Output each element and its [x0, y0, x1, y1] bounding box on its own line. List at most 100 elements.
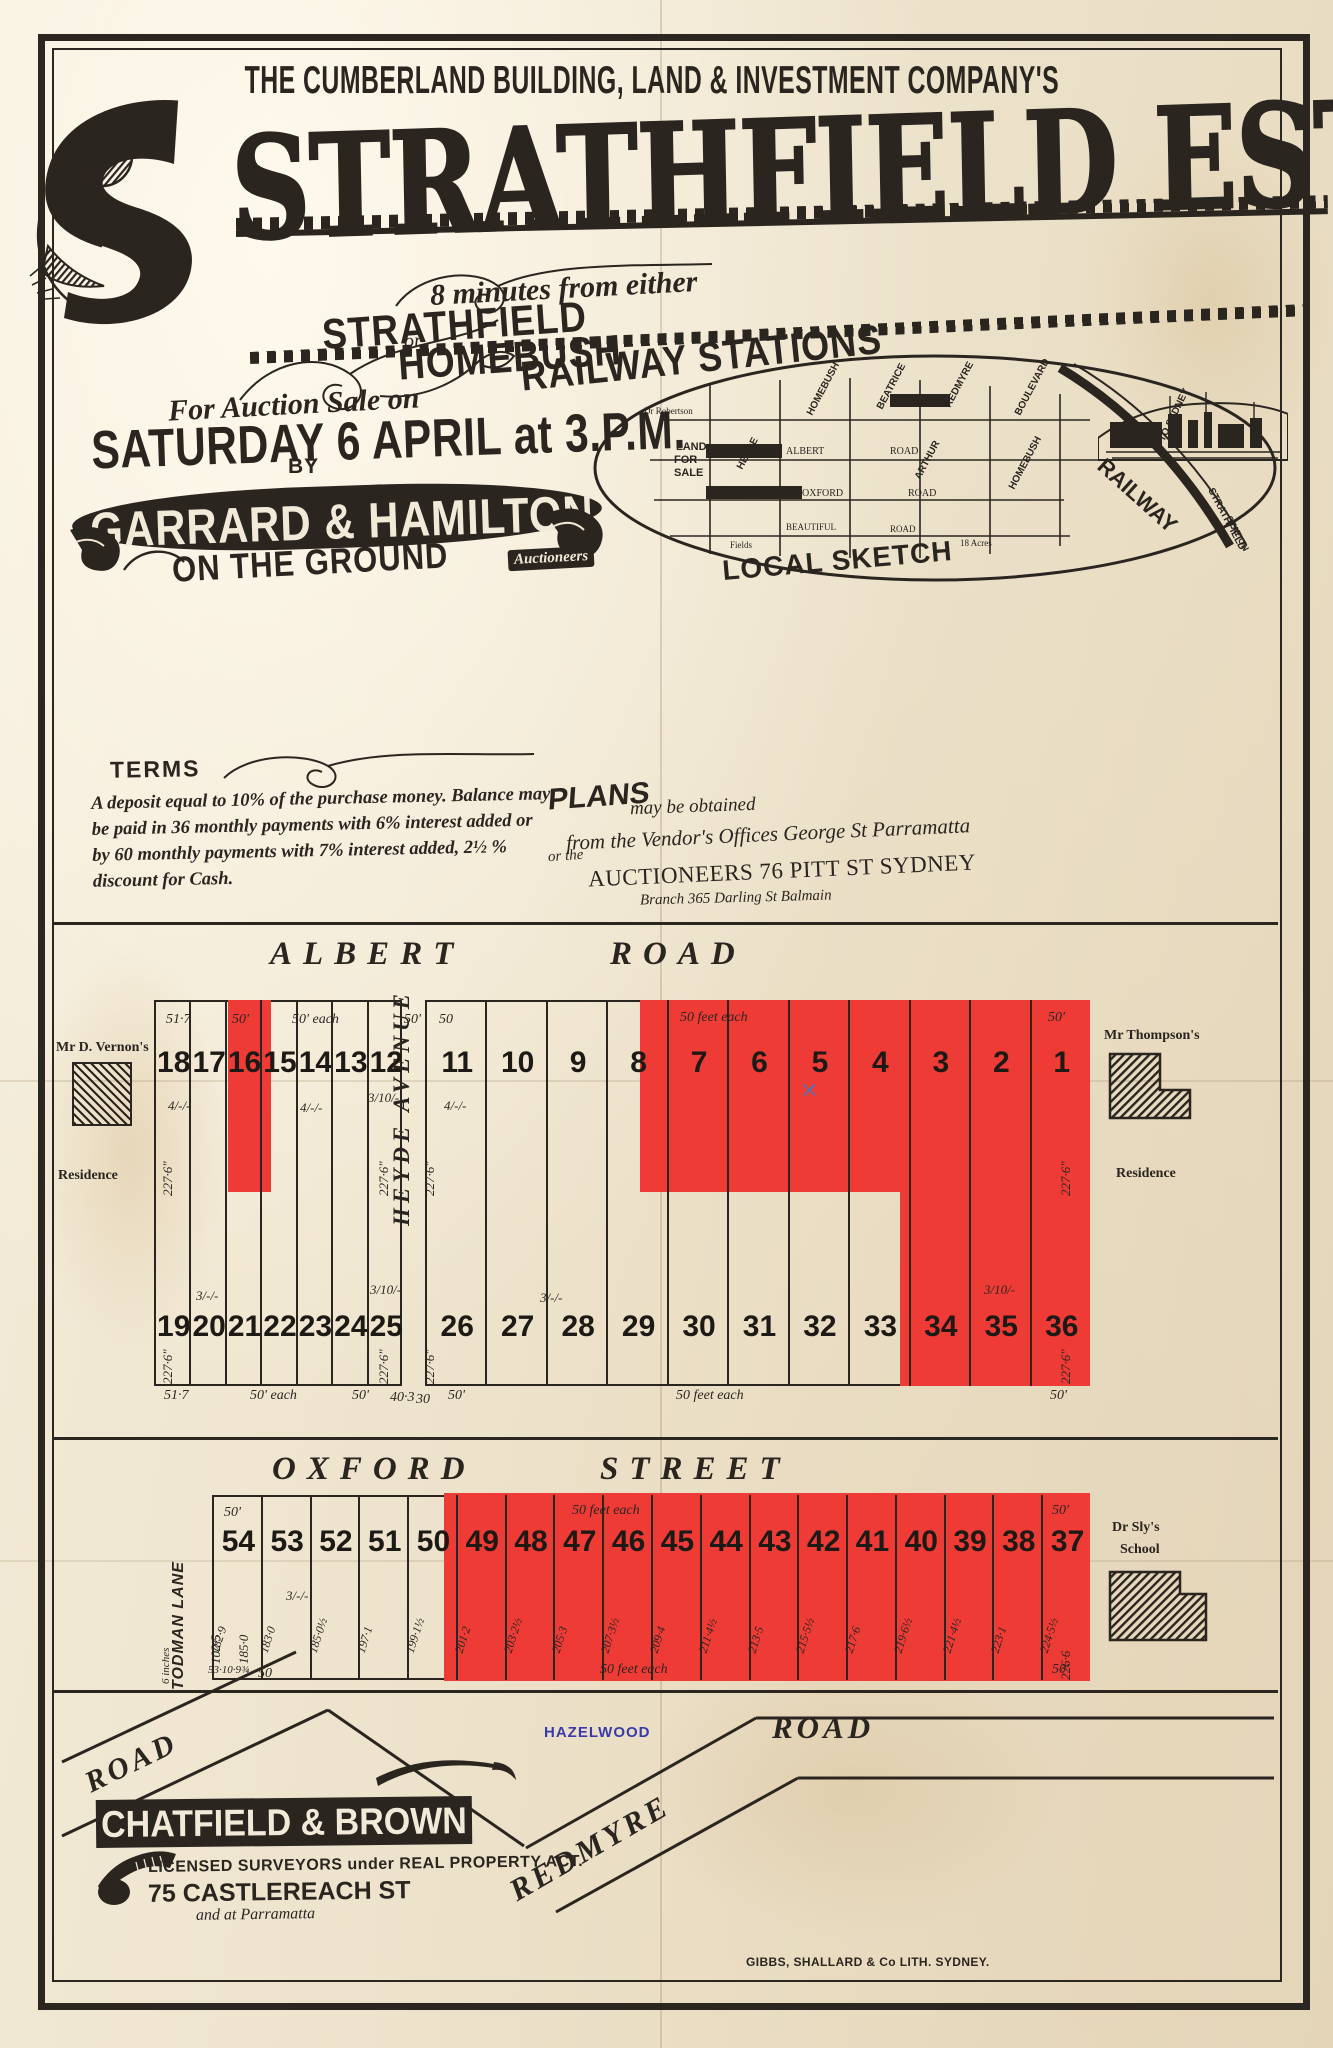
- lot-number-43: 43: [758, 1525, 792, 1558]
- lot-dimension: 50 feet each: [680, 1010, 748, 1025]
- lot-cell-5[interactable]: 5: [787, 1000, 848, 1192]
- lot-cell-7[interactable]: 7: [666, 1000, 727, 1192]
- lot-price-note: 3/10/-: [984, 1282, 1016, 1297]
- lot-number-41: 41: [855, 1525, 890, 1558]
- lot-cell-49[interactable]: 49: [455, 1495, 505, 1680]
- lot-cell-8[interactable]: 8: [606, 1000, 666, 1192]
- svg-text:OXFORD: OXFORD: [802, 488, 843, 499]
- lot-cell-23[interactable]: 23: [295, 1192, 332, 1386]
- lot-dimension: 50': [224, 1505, 241, 1520]
- lot-cell-3[interactable]: 3: [908, 1000, 969, 1192]
- lot-number-25: 25: [369, 1310, 403, 1343]
- lot-cell-24[interactable]: 24: [331, 1192, 368, 1386]
- lot-cell-11[interactable]: 11: [425, 1000, 485, 1192]
- svg-text:HOMEBUSH: HOMEBUSH: [805, 361, 842, 418]
- lot-depth-dimension: 227·6": [160, 1349, 175, 1384]
- thompson-sub-label: Residence: [1116, 1166, 1176, 1181]
- lot-number-16: 16: [227, 1046, 262, 1079]
- lot-cell-13[interactable]: 13: [331, 1000, 368, 1192]
- lot-cell-40[interactable]: 40: [894, 1495, 944, 1680]
- terms-body: A deposit equal to 10% of the purchase m…: [91, 784, 551, 892]
- lot-cell-53[interactable]: 53: [260, 1495, 310, 1680]
- lot-dimension: 50': [232, 1012, 249, 1027]
- lot-cell-48[interactable]: 48: [504, 1495, 554, 1680]
- lot-price-note: 4/-/-: [168, 1098, 191, 1113]
- lot-cell-41[interactable]: 41: [846, 1495, 895, 1680]
- lot-cell-34[interactable]: 34: [908, 1192, 969, 1386]
- lot-number-51: 51: [368, 1525, 402, 1558]
- lot-cell-20[interactable]: 20: [189, 1192, 226, 1386]
- lot-cell-15[interactable]: 15: [260, 1000, 297, 1192]
- lot-number-24: 24: [334, 1310, 368, 1343]
- lot-price-note: 3/10/-: [368, 1090, 400, 1105]
- lot-number-44: 44: [709, 1525, 743, 1558]
- lot-cell-42[interactable]: 42: [797, 1495, 846, 1680]
- lot-cell-26[interactable]: 26: [425, 1192, 485, 1386]
- lot-dimension: 50 feet each: [600, 1662, 668, 1677]
- lot-number-11: 11: [441, 1046, 474, 1079]
- lot-number-22: 22: [263, 1310, 297, 1343]
- lot-cell-39[interactable]: 39: [943, 1495, 993, 1680]
- flourish-icon: [223, 752, 535, 788]
- lot-cell-25[interactable]: 25: [366, 1192, 403, 1386]
- lot-cell-45[interactable]: 45: [651, 1495, 700, 1680]
- lot-number-50: 50: [416, 1525, 451, 1558]
- lot-cell-50[interactable]: 50: [407, 1495, 456, 1680]
- lot-depth-dimension: 227·6": [376, 1349, 391, 1384]
- plans-line1: may be obtained: [629, 793, 756, 820]
- lot-cell-2[interactable]: 2: [969, 1000, 1029, 1192]
- surveyors-line2: 75 CASTLEREACH ST: [147, 1876, 411, 1908]
- lot-number-13: 13: [334, 1046, 368, 1079]
- lot-cell-51[interactable]: 51: [358, 1495, 407, 1680]
- lot-cell-32[interactable]: 32: [787, 1192, 848, 1386]
- svg-text:18 Acres: 18 Acres: [960, 538, 992, 548]
- lot-cell-9[interactable]: 9: [545, 1000, 606, 1192]
- lot-cell-1[interactable]: 1: [1029, 1000, 1090, 1192]
- lot-cell-29[interactable]: 29: [606, 1192, 666, 1386]
- highlight-lots-37-49: [444, 1493, 1090, 1681]
- lot-cell-47[interactable]: 47: [553, 1495, 602, 1680]
- lot-cell-27[interactable]: 27: [485, 1192, 545, 1386]
- lot-cell-16[interactable]: 16: [224, 1000, 262, 1192]
- lot-cell-52[interactable]: 52: [309, 1495, 359, 1680]
- lot-dimension: 50 feet each: [676, 1388, 744, 1403]
- lot-dimension: 50': [404, 1012, 421, 1027]
- lot-cell-19[interactable]: 19: [154, 1192, 190, 1386]
- lot-cell-14[interactable]: 14: [295, 1000, 332, 1192]
- lot-cell-17[interactable]: 17: [189, 1000, 226, 1192]
- lot-cell-44[interactable]: 44: [699, 1495, 749, 1680]
- lot-cell-37[interactable]: 37: [1041, 1495, 1090, 1680]
- lot-cell-12[interactable]: 12: [366, 1000, 403, 1192]
- lot-cell-6[interactable]: 6: [727, 1000, 787, 1192]
- svg-text:SALE: SALE: [674, 467, 703, 479]
- lot-cell-54[interactable]: 54: [212, 1495, 261, 1680]
- lot-cell-18[interactable]: 18: [154, 1000, 190, 1192]
- lot-depth-dimension: 227·6": [160, 1161, 175, 1196]
- lot-cell-30[interactable]: 30: [666, 1192, 727, 1386]
- vernon-label: Mr D. Vernon's: [56, 1040, 149, 1055]
- lot-number-47: 47: [563, 1525, 597, 1558]
- lot-dimension: 30: [416, 1392, 430, 1407]
- lot-cell-28[interactable]: 28: [545, 1192, 606, 1386]
- svg-text:ROAD: ROAD: [890, 524, 916, 534]
- lot-depth-dimension: 227·6": [1058, 1349, 1073, 1384]
- title-block: STRATHFIELD ESTATE: [60, 63, 1333, 364]
- lot-dimension: 50' each: [250, 1388, 297, 1403]
- lot-cell-10[interactable]: 10: [485, 1000, 545, 1192]
- lot-number-34: 34: [924, 1310, 958, 1343]
- lot-cell-35[interactable]: 35: [969, 1192, 1029, 1386]
- lot-cell-36[interactable]: 36: [1029, 1192, 1090, 1386]
- lot-cell-38[interactable]: 38: [992, 1495, 1041, 1680]
- lot-cell-46[interactable]: 46: [602, 1495, 651, 1680]
- page-title: STRATHFIELD ESTATE: [229, 63, 1333, 274]
- road-oxford: OXFORD: [272, 1451, 476, 1487]
- highlight-lots-1-9: [640, 1000, 1090, 1192]
- lot-cell-22[interactable]: 22: [260, 1192, 297, 1386]
- lot-cell-31[interactable]: 31: [727, 1192, 787, 1386]
- lot-dimension: 50 feet each: [572, 1503, 640, 1518]
- lot-cell-33[interactable]: 33: [848, 1192, 908, 1386]
- lot-cell-43[interactable]: 43: [748, 1495, 798, 1680]
- lot-dimension: 50': [448, 1388, 465, 1403]
- lot-cell-4[interactable]: 4: [848, 1000, 908, 1192]
- lot-cell-21[interactable]: 21: [224, 1192, 261, 1386]
